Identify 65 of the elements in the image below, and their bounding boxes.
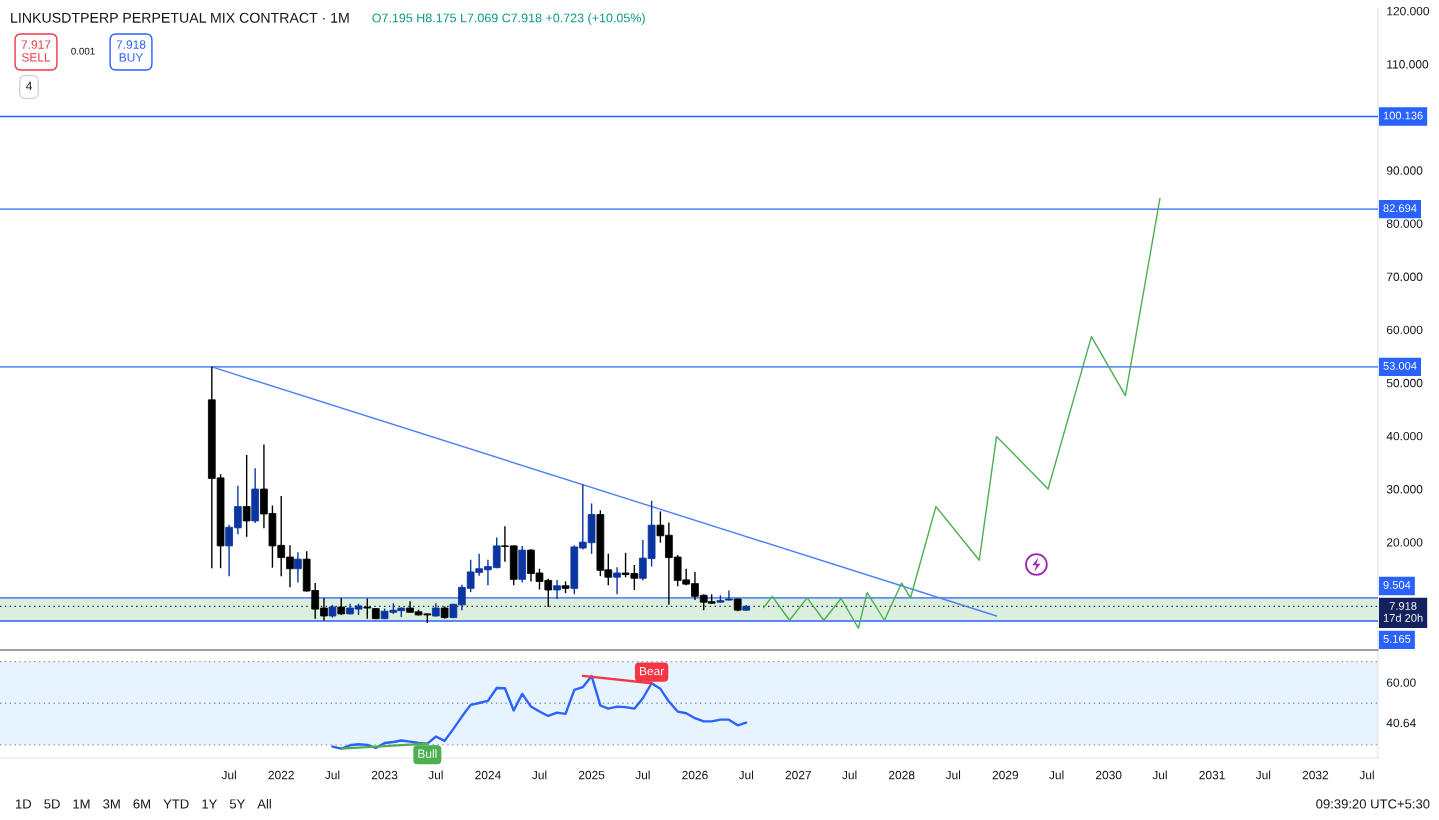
y-tick-label: 70.000 (1386, 272, 1423, 282)
x-tick-label: 2031 (1199, 770, 1225, 780)
x-tick-label: 2024 (475, 770, 501, 780)
ref-line-label: 100.136 (1383, 111, 1423, 120)
y-tick-label: 80.000 (1386, 219, 1423, 228)
text: YTD (163, 799, 189, 809)
x-tick-label: Jul (532, 770, 547, 780)
text: All (257, 798, 271, 809)
ref-line-label: 53.004 (1383, 361, 1417, 370)
y-tick-label: 40.000 (1386, 431, 1423, 441)
y-tick-label: 110.000 (1387, 60, 1429, 69)
series-label: Bull (418, 749, 437, 758)
x-tick-label: 2030 (1096, 770, 1122, 780)
x-tick-label: 2025 (578, 770, 605, 780)
x-tick-label: Jul (842, 770, 857, 780)
x-tick-label: Jul (945, 770, 961, 780)
ref-line-label: 82.694 (1383, 204, 1417, 213)
text: 5D (44, 799, 60, 809)
text: 3M (103, 799, 120, 809)
x-tick-label: 2029 (992, 770, 1019, 780)
chart-subtitle: O7.195 H8.175 L7.069 C7.918 +0.723 (+10.05%) (372, 13, 645, 25)
chart-title: LINKUSDTPERP PERPETUAL MIX CONTRACT · 1M (11, 12, 349, 23)
x-tick-label: 2032 (1302, 770, 1329, 780)
line-series (331, 674, 748, 750)
ref-line-label: 5.165 (1383, 634, 1411, 643)
candlestick (294, 551, 302, 584)
text: 1D (16, 799, 32, 809)
x-tick-label: Jul (221, 770, 236, 780)
annotation: 4 (25, 81, 32, 91)
line-series (763, 197, 1161, 629)
y-tick-label: 120.000 (1387, 6, 1430, 16)
x-tick-label: Jul (635, 770, 650, 780)
x-tick-label: Jul (428, 770, 443, 780)
x-tick-label: 2022 (268, 770, 294, 780)
x-tick-label: Jul (1152, 770, 1167, 780)
candlestick (553, 579, 561, 600)
candlestick (242, 454, 251, 538)
text: 6M (133, 799, 150, 809)
text: 1M (73, 799, 90, 809)
x-tick-label: Jul (325, 770, 340, 780)
annotation: 0.001 (71, 47, 95, 55)
annotation: 7.918 BUY (116, 40, 146, 62)
series-label: Bear (639, 666, 665, 676)
y-tick-label: 20.000 (1386, 538, 1423, 547)
x-tick-label: Jul (1255, 770, 1271, 780)
x-tick-label: Jul (1359, 770, 1374, 780)
x-tick-label: Jul (738, 770, 754, 780)
y-tick-label: 60.00 (1386, 678, 1416, 687)
x-tick-label: 2028 (888, 770, 915, 780)
x-tick-label: 2023 (371, 770, 398, 780)
text: 09:39:20 UTC+5:30 (1316, 799, 1430, 809)
y-tick-label: 40.64 (1386, 718, 1416, 728)
y-tick-label: 30.000 (1386, 485, 1423, 494)
text: 5Y (229, 799, 246, 809)
y-tick-label: 90.000 (1386, 166, 1423, 175)
ref-line-label: 7.918 17d 20h (1383, 602, 1423, 622)
annotation: 7.917 SELL (21, 40, 51, 62)
candlestick (613, 566, 621, 595)
ref-line-label: 9.504 (1383, 581, 1411, 589)
y-tick-label: 50.000 (1386, 378, 1423, 388)
y-tick-label: 60.000 (1386, 325, 1423, 335)
x-tick-label: 2026 (682, 770, 708, 780)
text: 1Y (202, 799, 218, 809)
x-tick-label: 2027 (785, 770, 811, 780)
x-tick-label: Jul (1049, 770, 1064, 780)
